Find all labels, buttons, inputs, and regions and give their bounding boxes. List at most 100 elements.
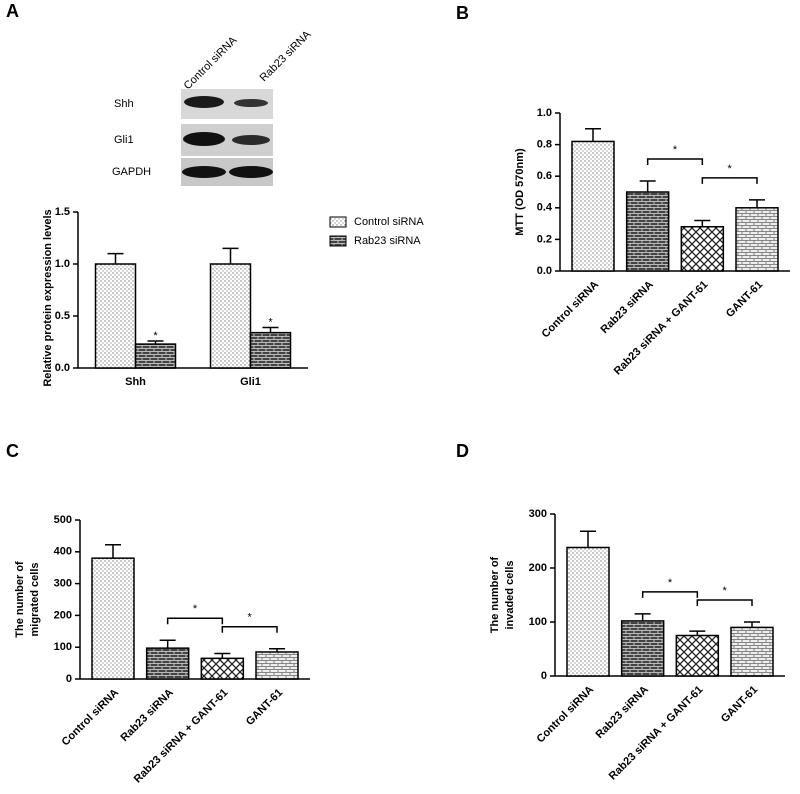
y-tick-label: 300	[54, 578, 72, 590]
bar	[735, 207, 779, 272]
significance-label: *	[723, 585, 728, 597]
error-bar	[214, 652, 231, 659]
x-tick-label: Control siRNA	[540, 279, 602, 341]
significance-label: *	[248, 612, 253, 624]
x-tick-label: GANT-61	[244, 687, 285, 728]
legend-label: Control siRNA	[354, 216, 424, 228]
bar	[91, 557, 135, 680]
western-blot: Control siRNA Rab23 siRNA Shh Gli1 GAPDH	[112, 28, 314, 186]
y-tick-label: 0.4	[537, 202, 553, 214]
bar	[571, 140, 615, 272]
error-bar	[639, 180, 656, 192]
legend-swatch	[329, 235, 347, 247]
y-axis-label: Relative protein expression levels	[42, 209, 54, 386]
error-bar	[749, 199, 765, 208]
significance-label: *	[673, 144, 678, 156]
bar	[566, 546, 610, 677]
annotation: *	[153, 330, 158, 342]
lane-label: Rab23 siRNA	[258, 28, 314, 84]
legend-swatch	[329, 216, 347, 228]
error-bar	[744, 621, 760, 628]
y-tick-label: 0.5	[55, 310, 70, 322]
y-tick-label: 1.0	[55, 258, 70, 270]
y-tick-label: 0	[66, 673, 72, 685]
significance-bracket	[221, 626, 278, 633]
bar	[620, 620, 665, 677]
y-tick-label: 0.0	[55, 362, 70, 374]
bar	[675, 634, 720, 677]
y-tick-label: 100	[529, 616, 547, 628]
y-tick-label: 0.2	[537, 233, 552, 245]
lane-label: Control siRNA	[182, 34, 240, 92]
x-tick-label: Rab23 siRNA + GANT-61	[607, 684, 706, 783]
x-tick-label: Rab23 siRNA	[119, 687, 176, 744]
significance-label: *	[728, 163, 733, 175]
error-bar	[147, 340, 164, 345]
y-axis-label: migrated cells	[29, 563, 41, 637]
bar	[680, 226, 725, 272]
significance-bracket	[646, 158, 704, 165]
row-label: Gli1	[114, 134, 134, 146]
y-tick-label: 200	[529, 562, 547, 574]
row-label: Shh	[114, 98, 134, 110]
blot-band	[184, 96, 224, 108]
x-tick-label: Rab23 siRNA	[594, 684, 651, 741]
x-tick-label: Gli1	[240, 376, 261, 388]
y-tick-label: 100	[54, 641, 72, 653]
error-bar	[634, 613, 651, 621]
y-tick-label: 1.5	[55, 206, 70, 218]
annotation: *	[268, 316, 273, 328]
error-bar	[222, 247, 239, 264]
significance-bracket	[701, 177, 758, 184]
x-tick-label: Shh	[125, 376, 146, 388]
x-tick-label: Rab23 siRNA + GANT-61	[612, 279, 711, 378]
bar	[730, 626, 774, 677]
y-tick-label: 500	[54, 514, 72, 526]
x-tick-label: Control siRNA	[535, 684, 597, 746]
y-tick-label: 1.0	[537, 107, 552, 119]
bar	[94, 263, 137, 369]
panel-letter: B	[456, 3, 469, 23]
error-bar	[262, 326, 279, 333]
blot-band	[182, 166, 226, 178]
significance-label: *	[193, 603, 198, 615]
y-tick-label: 0.6	[537, 170, 552, 182]
error-bar	[580, 530, 596, 548]
significance-bracket	[641, 591, 699, 598]
panel-letter: C	[6, 441, 19, 461]
bar	[255, 651, 299, 680]
error-bar	[159, 639, 176, 649]
y-axis-label: MTT (OD 570nm)	[514, 148, 526, 236]
legend-label: Rab23 siRNA	[354, 235, 421, 247]
bar	[145, 647, 190, 680]
x-tick-label: Rab23 siRNA + GANT-61	[132, 687, 231, 786]
x-tick-label: Control siRNA	[60, 687, 122, 749]
error-bar	[269, 648, 285, 652]
panel-letter: A	[6, 1, 19, 21]
x-tick-label: GANT-61	[719, 684, 760, 725]
error-bar	[694, 219, 711, 227]
blot-band	[234, 99, 268, 107]
bar	[134, 343, 177, 369]
significance-bracket	[696, 599, 753, 606]
bar	[200, 657, 245, 680]
x-tick-label: GANT-61	[724, 279, 765, 320]
y-axis-label: The number of	[14, 561, 26, 638]
row-label: GAPDH	[112, 166, 151, 178]
y-tick-label: 0	[541, 670, 547, 682]
blot-band	[229, 166, 273, 178]
y-tick-label: 200	[54, 609, 72, 621]
bar	[625, 191, 670, 272]
blot-band	[232, 135, 270, 145]
bar	[249, 331, 292, 369]
blot-band	[183, 132, 225, 146]
error-bar	[107, 252, 124, 264]
error-bar	[689, 630, 706, 636]
error-bar	[585, 128, 601, 142]
y-axis-label: invaded cells	[504, 560, 516, 629]
error-bar	[105, 544, 121, 559]
significance-label: *	[668, 577, 673, 589]
x-tick-label: Rab23 siRNA	[599, 279, 656, 336]
bar	[209, 263, 252, 369]
